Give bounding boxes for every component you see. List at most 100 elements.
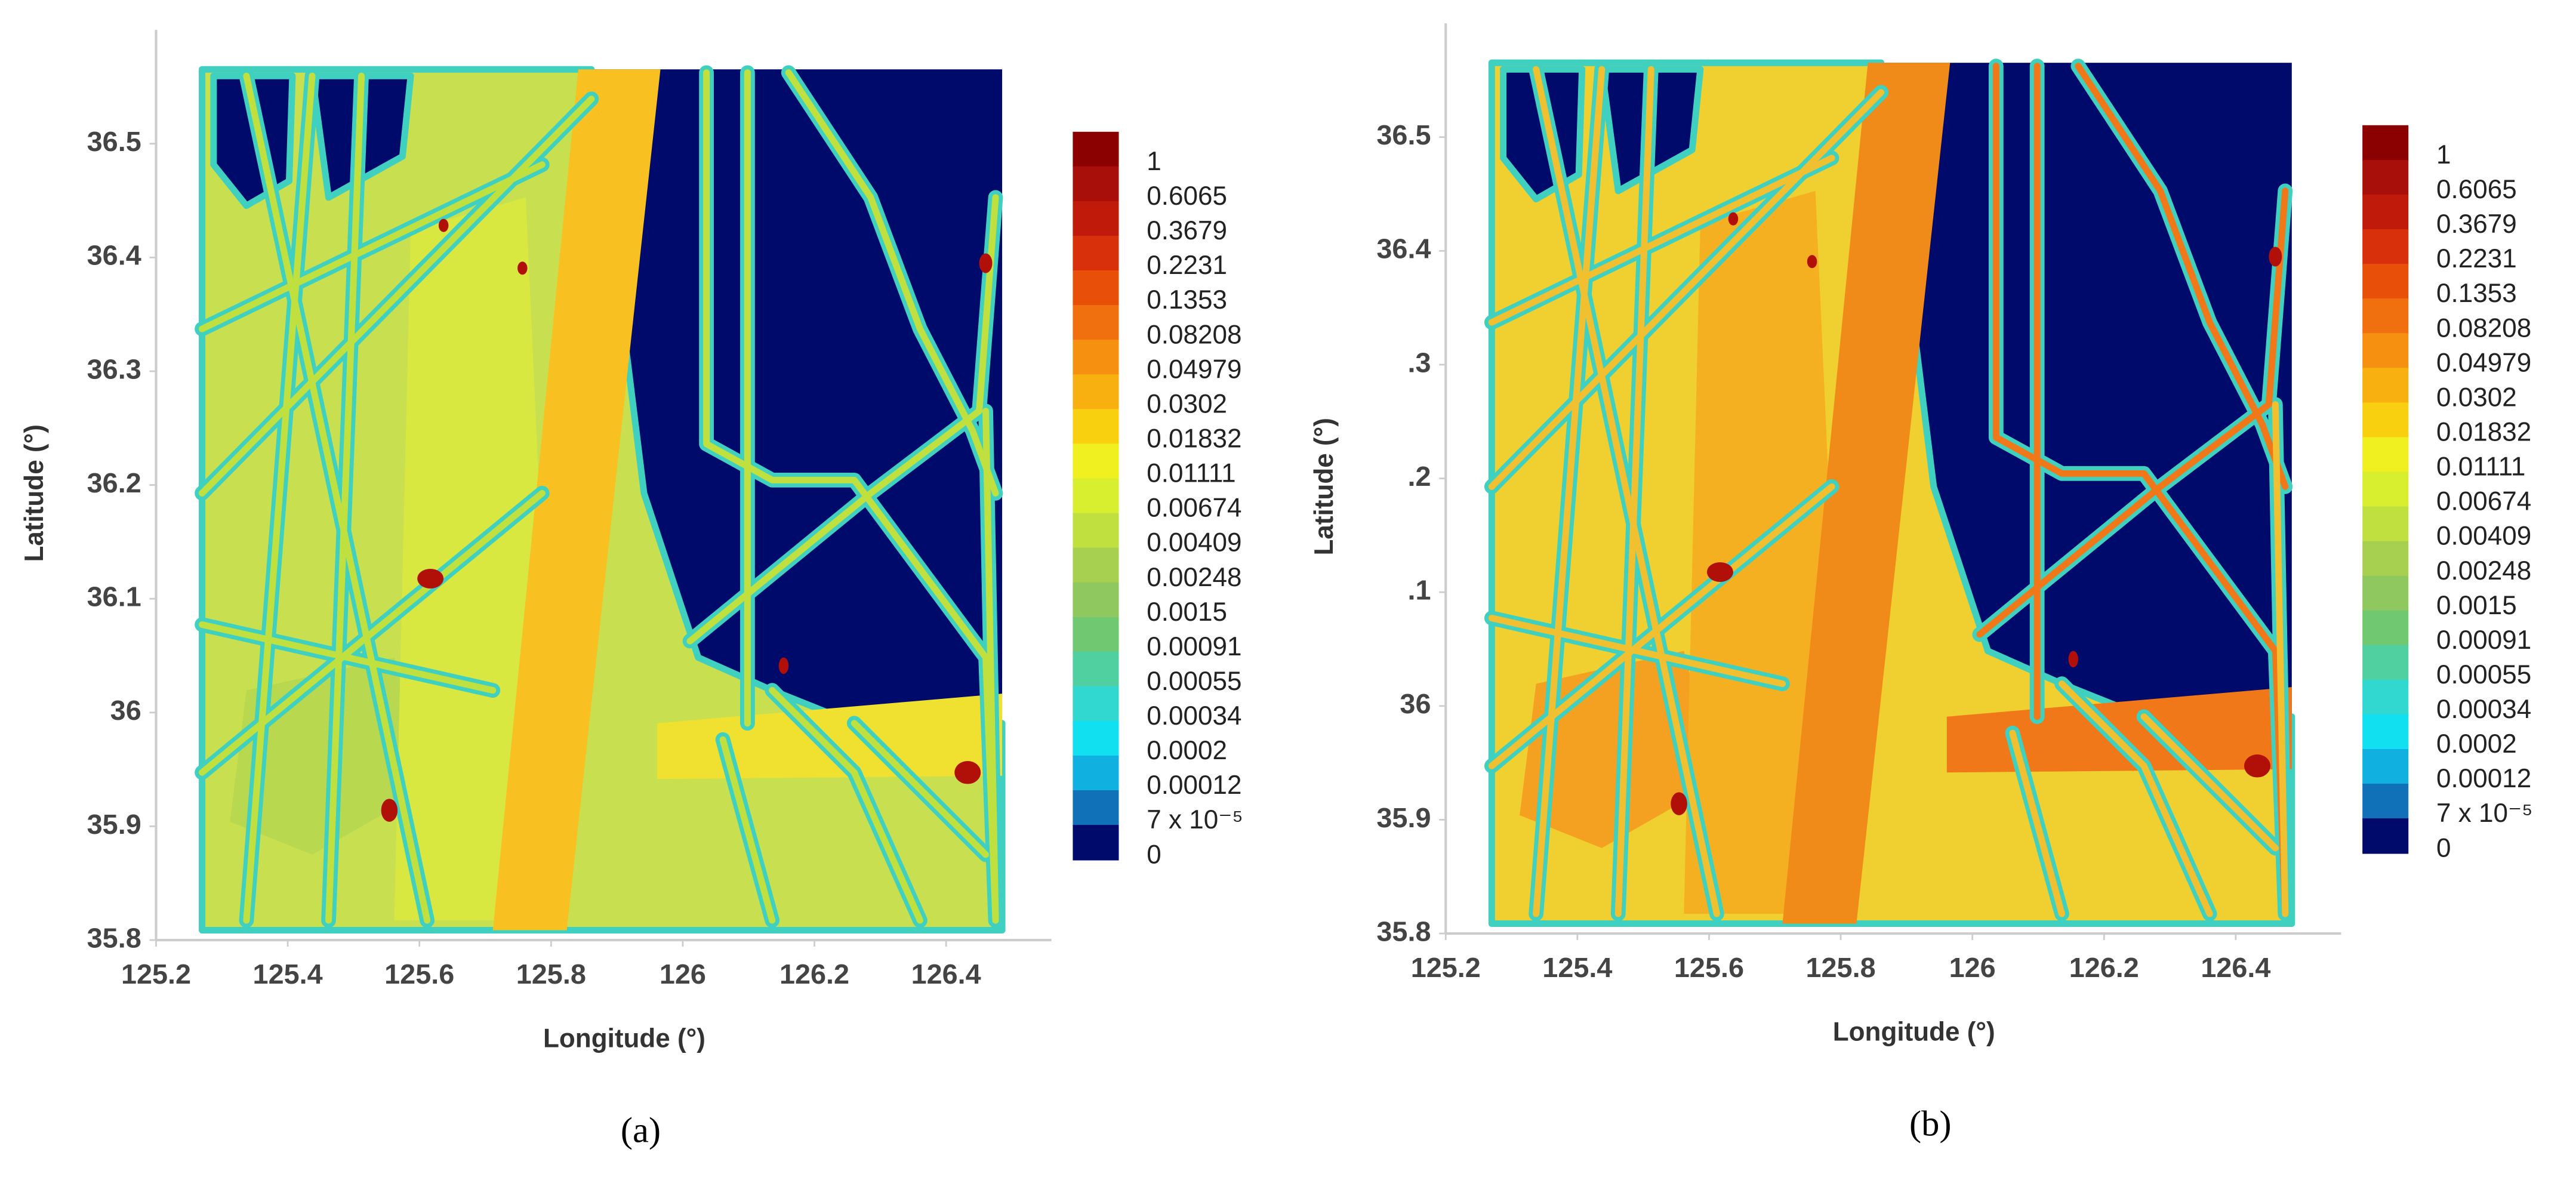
x-tick-label: 125.8 — [1806, 952, 1876, 983]
x-tick-label: 125.4 — [253, 959, 323, 990]
x-tick-label: 126.2 — [2069, 952, 2139, 983]
hotspot — [1728, 212, 1739, 226]
colorbar-band — [1073, 166, 1119, 202]
track — [703, 69, 999, 924]
colorbar-label: 0.00034 — [2436, 695, 2531, 724]
panel-label: (b) — [1909, 1104, 1952, 1144]
y-tick-label: 36.3 — [87, 353, 141, 384]
colorbar-label: 0 — [2436, 833, 2451, 862]
colorbar-label: 0.00248 — [1147, 563, 1241, 592]
hotspot — [438, 218, 449, 232]
colorbar-band — [2362, 229, 2409, 265]
colorbar-band — [1073, 131, 1119, 168]
colorbar-band — [2362, 645, 2409, 681]
colorbar-label: 0.1353 — [1147, 285, 1227, 315]
colorbar-label: 0.0302 — [2436, 383, 2517, 412]
colorbar-label: 0.00409 — [1147, 528, 1241, 557]
colorbar-label: 0.0002 — [1147, 736, 1227, 765]
x-tick-label: 126.2 — [779, 959, 849, 990]
colorbar-band — [1073, 374, 1119, 410]
colorbar-band — [1073, 443, 1119, 479]
colorbar-label: 0.0015 — [1147, 597, 1227, 627]
y-tick-label: .1 — [1407, 575, 1431, 606]
colorbar-label: 0.08208 — [1147, 320, 1241, 349]
track — [243, 72, 431, 924]
track — [1488, 155, 1835, 326]
colorbar-band — [2362, 679, 2409, 716]
track — [199, 621, 497, 694]
track — [1992, 63, 2289, 917]
hotspot — [517, 261, 528, 275]
y-tick-label: 36.4 — [1376, 233, 1431, 264]
colorbar-band — [1073, 340, 1119, 375]
colorbar-label: 7 x 10⁻⁵ — [2436, 799, 2532, 828]
colorbar-band — [2362, 472, 2409, 507]
colorbar-band — [2362, 541, 2409, 577]
colorbar-band — [1073, 651, 1119, 688]
x-tick-label: 126 — [660, 959, 706, 990]
field-region — [1782, 63, 1951, 924]
colorbar-label: 0.01832 — [2436, 418, 2531, 447]
track — [1533, 66, 1720, 917]
colorbar-label: 0.2231 — [1147, 251, 1227, 280]
track — [1614, 66, 1654, 917]
track — [2009, 729, 2065, 917]
colorbar-label: 0.00674 — [1147, 494, 1241, 523]
track — [719, 736, 776, 924]
x-tick-label: 125.6 — [384, 959, 454, 990]
colorbar-label: 0.6065 — [1147, 181, 1227, 211]
colorbar-label: 0.00248 — [2436, 556, 2531, 586]
hotspot — [1807, 255, 1817, 269]
colorbar-label: 0.01111 — [1147, 459, 1235, 488]
colorbar-band — [2362, 194, 2409, 230]
colorbar-label: 0.08208 — [2436, 313, 2531, 343]
colorbar-band — [1073, 235, 1119, 272]
track — [686, 194, 999, 645]
colorbar-band — [1073, 686, 1119, 722]
y-tick-label: 36.2 — [87, 467, 141, 498]
panel: 125.2 125.4 125.6 125.8 126 126.2 126.4 35.8 35.… — [20, 30, 1243, 1151]
track — [1488, 615, 1786, 688]
colorbar-band — [1073, 201, 1119, 237]
x-tick-label: 126.4 — [2201, 952, 2270, 983]
colorbar-band — [2362, 748, 2409, 785]
colorbar-band — [1073, 547, 1119, 584]
colorbar-band — [2362, 264, 2409, 300]
track — [1488, 483, 1835, 769]
colorbar-band — [2362, 784, 2409, 819]
x-tick-label: 125.2 — [121, 959, 191, 990]
track — [325, 72, 365, 924]
y-tick-label: 36.5 — [1376, 119, 1431, 150]
track — [851, 720, 990, 858]
colorbar-band — [1073, 513, 1119, 549]
colorbar-label: 0.0002 — [2436, 729, 2517, 759]
colorbar-label: 0.01832 — [1147, 424, 1241, 454]
hotspot — [2068, 651, 2078, 668]
panel: 125.2 125.4 125.6 125.8 126 126.2 126.4 35.8 35.… — [1309, 23, 2532, 1144]
colorbar-label: 1 — [1147, 147, 1161, 176]
track — [785, 69, 999, 497]
track — [2272, 401, 2289, 917]
colorbar-band — [2362, 159, 2409, 196]
x-tick-label: 125.6 — [1674, 952, 1744, 983]
y-tick-label: 36.4 — [87, 240, 141, 271]
colorbar-label: 0.00091 — [1147, 632, 1241, 661]
colorbar-label: 1 — [2436, 140, 2451, 170]
track — [2075, 63, 2289, 490]
hotspot — [954, 761, 981, 784]
colorbar-band — [1073, 790, 1119, 826]
x-axis-label: Longitude (°) — [1833, 1018, 1995, 1047]
y-tick-label: 36.1 — [87, 581, 141, 612]
x-tick-label: 126.4 — [911, 959, 981, 990]
hotspot — [417, 568, 444, 588]
colorbar-band — [2362, 368, 2409, 403]
colorbar-band — [1073, 825, 1119, 861]
colorbar-band — [2362, 506, 2409, 542]
colorbar-band — [2362, 610, 2409, 646]
track — [199, 95, 595, 497]
colorbar-label: 0.00055 — [2436, 660, 2531, 689]
colorbar-band — [1073, 617, 1119, 653]
track — [2058, 680, 2213, 917]
x-tick-label: 125.4 — [1542, 952, 1612, 983]
